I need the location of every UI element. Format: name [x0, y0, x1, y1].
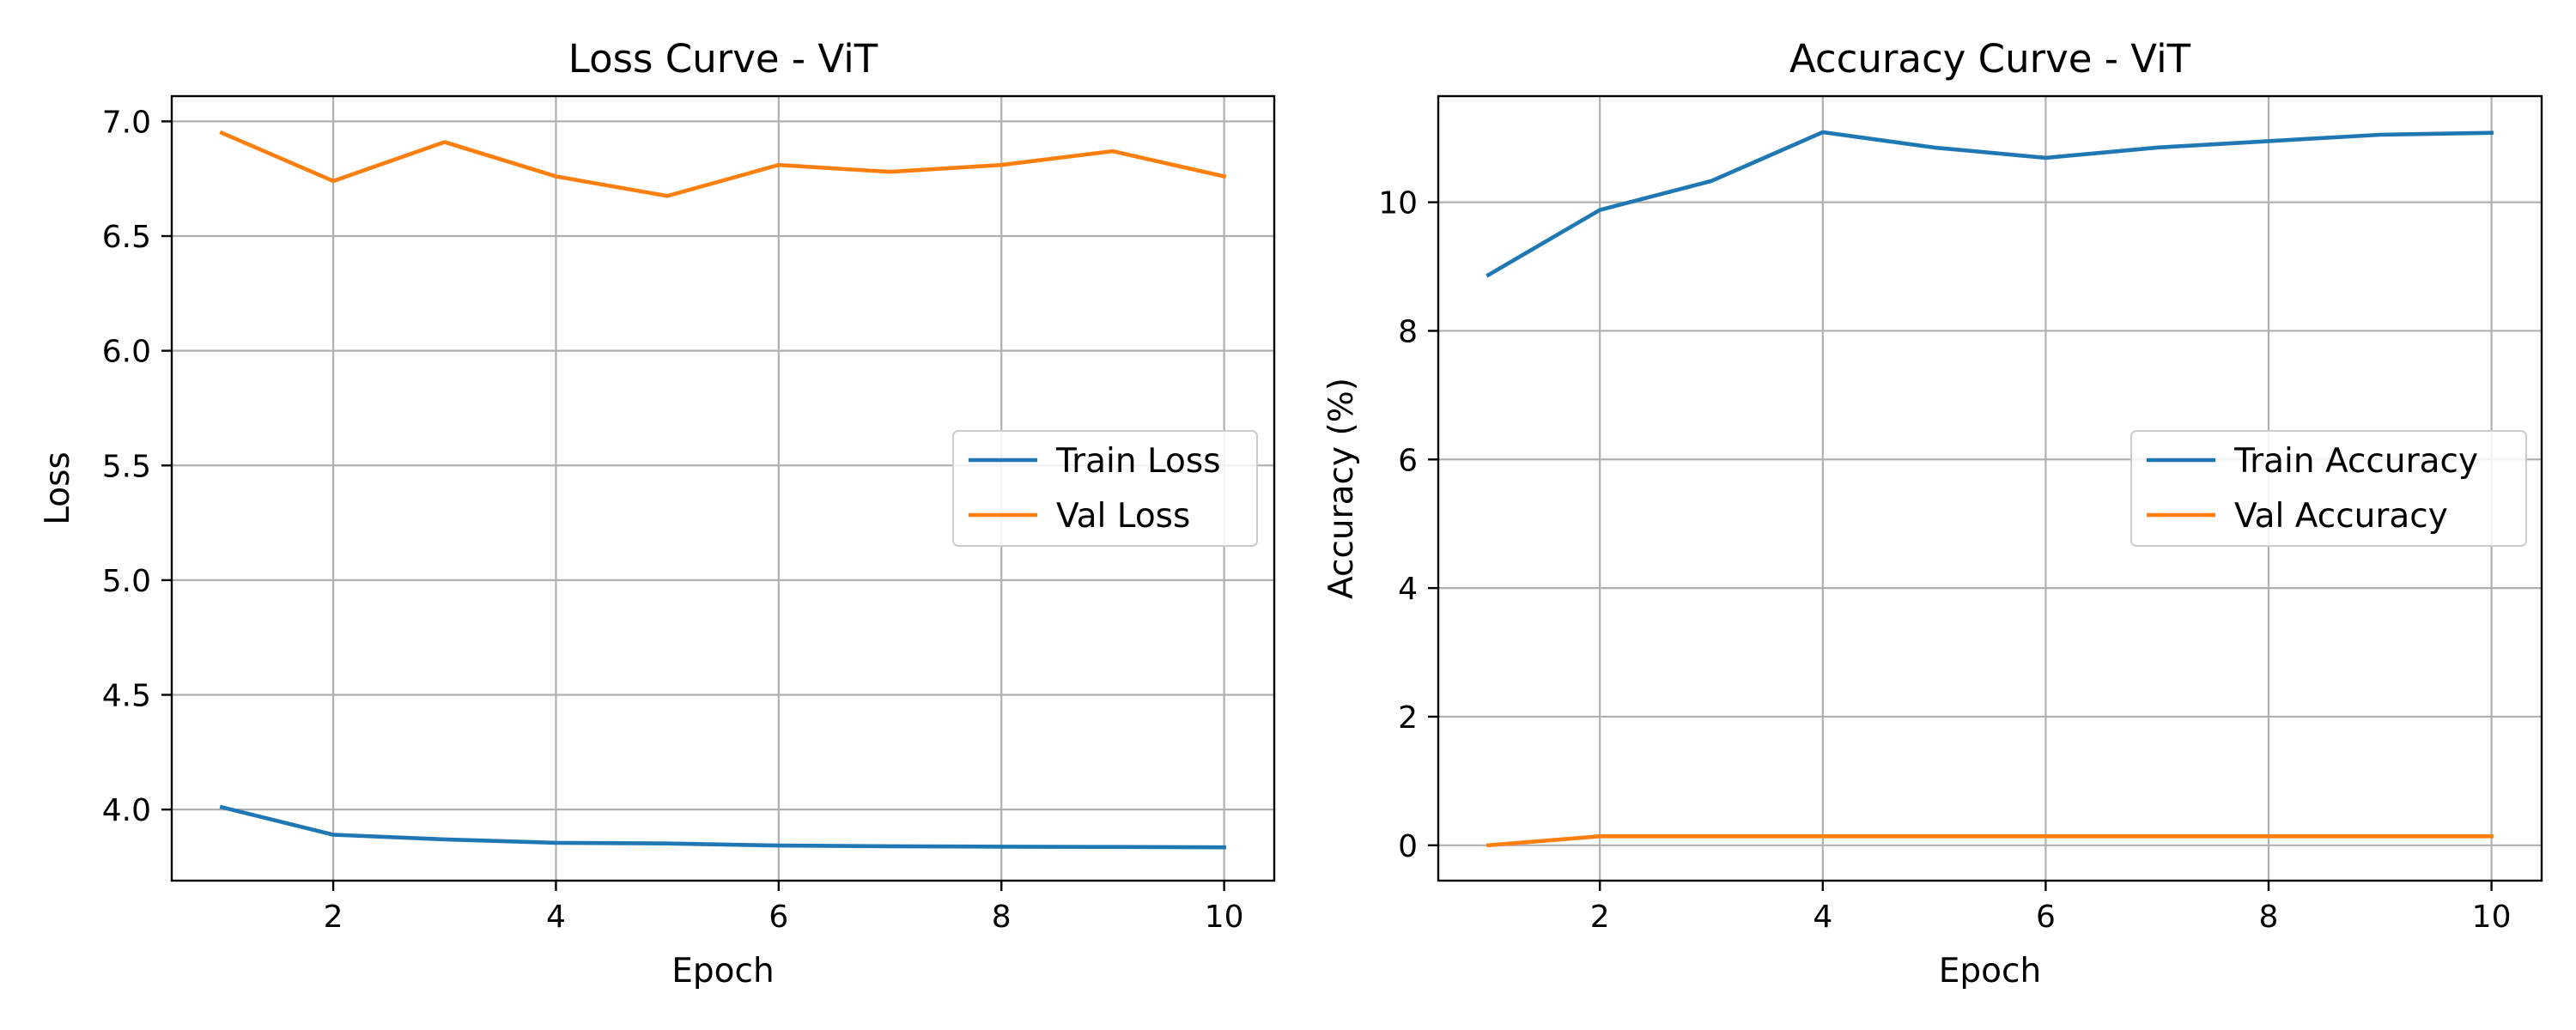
loss-x-tick-label-0: 2 — [324, 900, 343, 935]
loss-x-axis-label: Epoch — [671, 952, 774, 991]
loss-y-tick-label-6: 7.0 — [102, 105, 151, 140]
loss-x-tick-label-1: 4 — [546, 900, 566, 935]
accuracy-x-axis-label: Epoch — [1939, 952, 2041, 991]
accuracy-x-tick-label-3: 8 — [2259, 900, 2279, 935]
accuracy-y-tick-label-0: 0 — [1398, 829, 1418, 864]
accuracy-y-axis-label: Accuracy (%) — [1322, 378, 1361, 599]
accuracy-ticks: 2 4 6 8 10 0 2 4 6 8 10 — [1378, 186, 2511, 935]
accuracy-legend-box — [2130, 430, 2527, 547]
accuracy-x-tick-label-2: 6 — [2036, 900, 2056, 935]
accuracy-x-tick-label-4: 10 — [2472, 900, 2512, 935]
loss-chart-title: Loss Curve - ViT — [568, 36, 878, 82]
accuracy-y-tick-label-4: 8 — [1398, 314, 1418, 349]
loss-x-tick-label-4: 10 — [1205, 900, 1244, 935]
accuracy-y-tick-label-3: 6 — [1398, 443, 1418, 478]
loss-legend-label-train: Train Loss — [1055, 442, 1221, 481]
accuracy-y-tick-label-5: 10 — [1378, 186, 1418, 221]
accuracy-series-train-line — [1485, 130, 2494, 278]
accuracy-series-val-line — [1485, 833, 2494, 848]
loss-y-tick-label-4: 6.0 — [102, 335, 151, 370]
loss-ticks: 2 4 6 8 10 4.0 4.5 5.0 5.5 6.0 6.5 7.0 — [102, 105, 1244, 935]
accuracy-legend: Train Accuracy Val Accuracy — [2130, 430, 2527, 547]
loss-legend: Train Loss Val Loss — [952, 430, 1258, 547]
accuracy-chart: 2 4 6 8 10 0 2 4 6 8 10 Accuracy Curve - ViT Epoch… — [1322, 36, 2543, 991]
accuracy-legend-label-val: Val Accuracy — [2234, 497, 2448, 536]
accuracy-legend-label-train: Train Accuracy — [2233, 442, 2478, 481]
loss-series-train-line — [219, 804, 1226, 850]
accuracy-y-tick-label-1: 2 — [1398, 700, 1418, 736]
loss-y-axis-label: Loss — [39, 451, 77, 525]
loss-x-tick-label-3: 8 — [992, 900, 1012, 935]
loss-series-val-line — [219, 130, 1227, 198]
loss-y-tick-label-0: 4.0 — [102, 793, 151, 828]
loss-chart: 2 4 6 8 10 4.0 4.5 5.0 5.5 6.0 6.5 7.0 Loss Curve -… — [39, 36, 1276, 991]
loss-y-tick-label-3: 5.5 — [102, 449, 151, 484]
loss-series-group — [219, 130, 1227, 850]
accuracy-series-group — [1485, 130, 2494, 848]
loss-y-tick-label-2: 5.0 — [102, 564, 151, 599]
loss-y-tick-label-5: 6.5 — [102, 220, 151, 255]
accuracy-y-tick-label-2: 4 — [1398, 572, 1418, 607]
loss-legend-label-val: Val Loss — [1056, 497, 1190, 536]
loss-x-tick-label-2: 6 — [769, 900, 788, 935]
accuracy-chart-title: Accuracy Curve - ViT — [1789, 36, 2191, 82]
loss-y-tick-label-1: 4.5 — [102, 679, 151, 714]
loss-plot-frame — [170, 94, 1276, 882]
accuracy-plot-frame — [1437, 94, 2543, 882]
accuracy-x-tick-label-0: 2 — [1590, 900, 1610, 935]
accuracy-x-tick-label-1: 4 — [1813, 900, 1832, 935]
